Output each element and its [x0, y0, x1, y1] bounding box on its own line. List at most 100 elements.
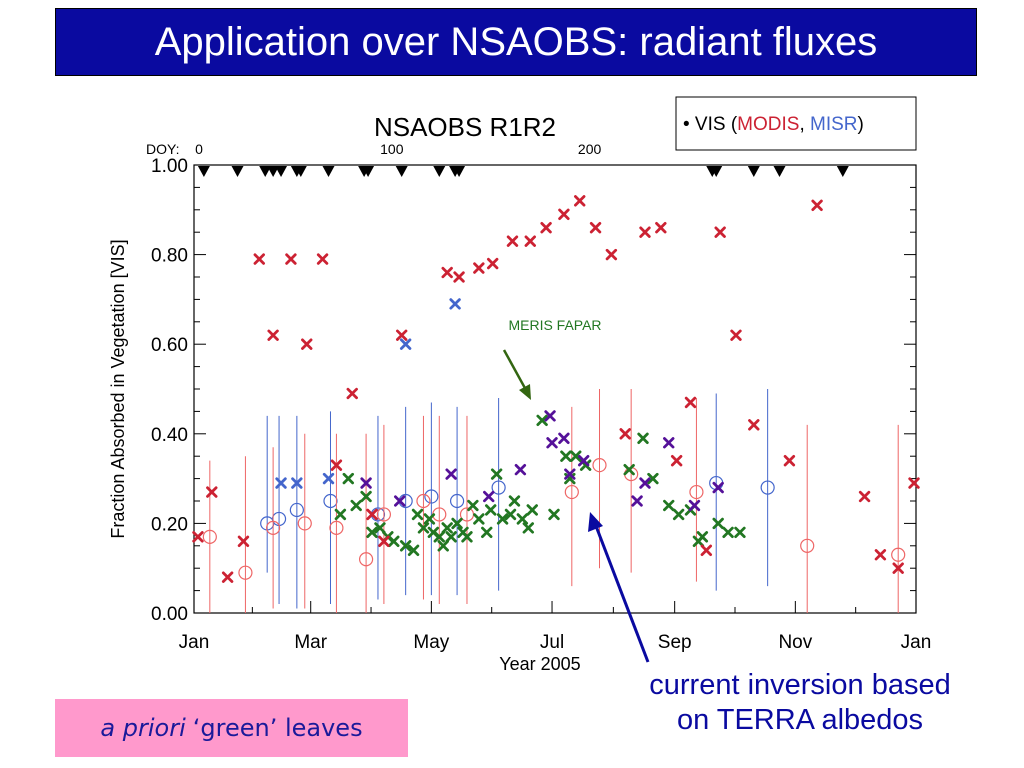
- observation-marker: [773, 166, 786, 177]
- x-tick-label: Jan: [901, 632, 932, 653]
- prior-circle: [760, 480, 775, 495]
- data-cross: [605, 248, 618, 261]
- x-tick-label: May: [413, 632, 449, 653]
- prior-circle: [800, 538, 815, 553]
- data-cross: [564, 468, 576, 480]
- legend-suffix: ): [858, 114, 864, 135]
- data-cross: [330, 459, 343, 471]
- data-cross: [544, 410, 556, 422]
- data-cross: [461, 531, 473, 543]
- data-cross: [722, 526, 734, 539]
- doy-tick-label: 200: [578, 141, 602, 157]
- data-cross: [275, 477, 287, 489]
- data-cross: [467, 499, 479, 512]
- y-tick-label: 0.40: [151, 425, 188, 446]
- y-tick-label: 0.00: [151, 604, 188, 625]
- data-cross: [619, 428, 631, 440]
- data-cross: [267, 329, 279, 341]
- data-cross: [504, 508, 517, 521]
- data-cross: [748, 419, 760, 431]
- data-cross: [399, 540, 412, 552]
- data-cross: [334, 508, 347, 521]
- observation-marker: [710, 166, 723, 177]
- data-series: [192, 166, 920, 613]
- data-cross: [253, 253, 265, 265]
- data-cross: [206, 486, 218, 498]
- prior-circle: [564, 484, 579, 500]
- prior-circle: [297, 516, 312, 531]
- green-leaves-text: ‘green’ leaves: [192, 714, 363, 742]
- data-cross: [672, 508, 685, 521]
- data-cross: [892, 562, 904, 574]
- data-cross: [858, 490, 871, 503]
- observation-marker: [259, 166, 272, 177]
- data-cross: [508, 495, 521, 507]
- prior-circle: [416, 493, 431, 509]
- observation-marker: [267, 166, 280, 177]
- data-cross: [496, 513, 509, 525]
- series-4: [260, 389, 775, 609]
- observation-marker: [231, 166, 244, 177]
- data-cross: [670, 454, 683, 467]
- data-cross: [433, 531, 445, 543]
- data-cross: [399, 338, 412, 350]
- data-cross: [378, 535, 390, 548]
- data-cross: [437, 540, 449, 552]
- data-cross: [473, 513, 485, 525]
- data-cross: [548, 508, 560, 521]
- observation-marker: [453, 166, 466, 177]
- prior-circle: [689, 484, 704, 500]
- y-tick-label: 0.60: [151, 335, 188, 356]
- data-cross: [394, 495, 406, 507]
- prior-circle: [289, 502, 304, 518]
- data-cross: [423, 513, 436, 525]
- data-cross: [506, 235, 519, 247]
- data-cross: [411, 508, 424, 521]
- a-priori-italic: a priori: [100, 714, 186, 742]
- data-cross: [473, 262, 485, 274]
- prior-circle: [376, 507, 391, 522]
- callout-arrowhead: [588, 512, 603, 532]
- observation-marker: [836, 166, 849, 177]
- callout-line-2: on TERRA albedos: [676, 704, 924, 736]
- x-axis-label: Year 2005: [499, 654, 580, 674]
- data-cross: [811, 199, 823, 212]
- x-tick-label: Nov: [778, 632, 812, 653]
- data-cross: [637, 432, 649, 444]
- data-cross: [712, 481, 724, 494]
- data-cross: [485, 504, 497, 516]
- x-tick-label: Sep: [658, 632, 692, 653]
- prior-circle: [266, 520, 281, 535]
- data-cross: [536, 414, 548, 427]
- observation-marker: [362, 166, 375, 177]
- data-cross: [540, 222, 552, 234]
- legend-box: [675, 96, 917, 151]
- meris-annotation: MERIS FAPAR: [508, 317, 601, 333]
- data-cross: [316, 253, 329, 265]
- data-cross: [449, 298, 461, 310]
- data-cross: [700, 544, 713, 556]
- prior-circle: [449, 493, 465, 509]
- data-cross: [639, 226, 651, 238]
- legend-misr: MISR: [810, 114, 858, 135]
- data-cross: [526, 504, 538, 516]
- data-cross: [483, 490, 495, 503]
- data-cross: [360, 490, 372, 503]
- callout-arrow-line: [594, 525, 650, 663]
- chart-title: NSAOBS R1R2: [374, 112, 556, 142]
- observation-marker: [395, 166, 408, 177]
- legend-modis: MODIS: [737, 114, 799, 135]
- data-cross: [366, 508, 378, 521]
- data-cross: [221, 571, 234, 583]
- prior-circle: [592, 458, 607, 473]
- prior-circle: [238, 565, 253, 580]
- data-cross: [192, 531, 204, 543]
- data-cross: [696, 531, 709, 543]
- series-5: [202, 389, 906, 613]
- data-cross: [623, 463, 635, 476]
- data-cross: [688, 499, 701, 512]
- data-cross: [285, 253, 297, 265]
- prior-circle: [329, 520, 344, 535]
- terra-callout: current inversion based on TERRA albedos: [600, 668, 1000, 738]
- data-cross: [714, 226, 726, 238]
